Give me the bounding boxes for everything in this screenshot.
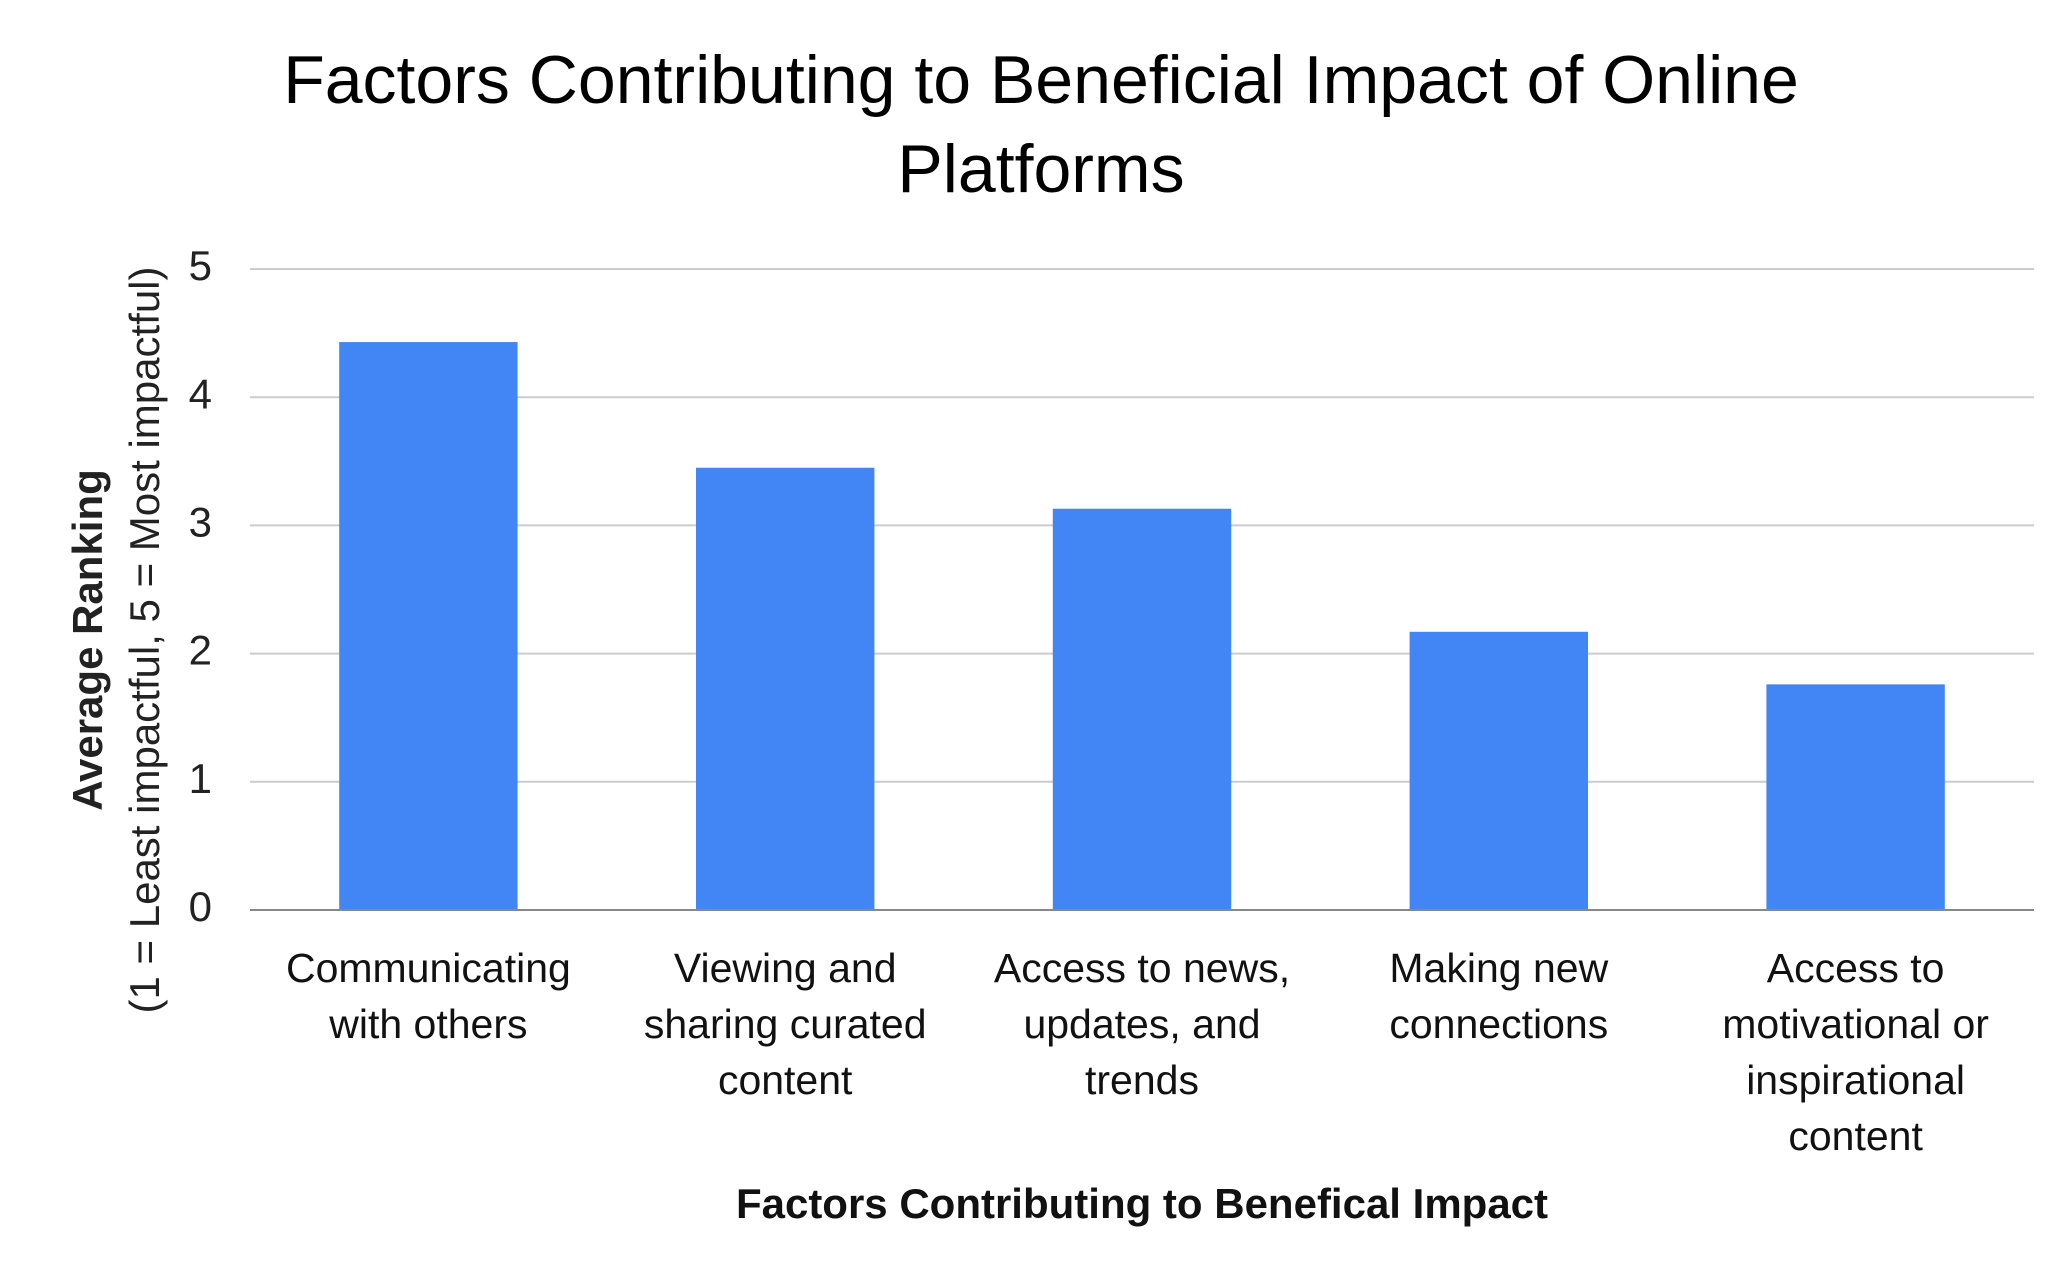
y-tick-label: 1 <box>189 755 212 802</box>
bar <box>1052 508 1232 910</box>
x-tick-label: Viewing and sharing curated content <box>643 945 927 1103</box>
y-axis-note: (1 = Least impactful, 5 = Most impactful… <box>121 267 168 1014</box>
y-axis-label: Average Ranking <box>64 469 111 811</box>
x-tick-label: Communicating with others <box>285 945 571 1047</box>
y-tick-label: 0 <box>189 883 212 930</box>
bar <box>1409 631 1588 910</box>
x-tick-label: Making new connections <box>1389 945 1609 1047</box>
y-tick-label: 5 <box>189 242 212 289</box>
x-axis-label: Factors Contributing to Benefical Impact <box>735 1180 1549 1227</box>
y-tick-label: 3 <box>189 498 212 545</box>
x-tick-label: Access to motivational or inspirational … <box>1722 945 1989 1159</box>
bar <box>696 467 875 910</box>
y-tick-label: 4 <box>189 370 212 417</box>
bar <box>339 342 518 911</box>
y-tick-label: 2 <box>189 627 212 674</box>
bar <box>1766 684 1945 910</box>
x-tick-label: Access to news, updates, and trends <box>993 945 1291 1103</box>
chart-title: Factors Contributing to Beneficial Impac… <box>283 42 1799 207</box>
